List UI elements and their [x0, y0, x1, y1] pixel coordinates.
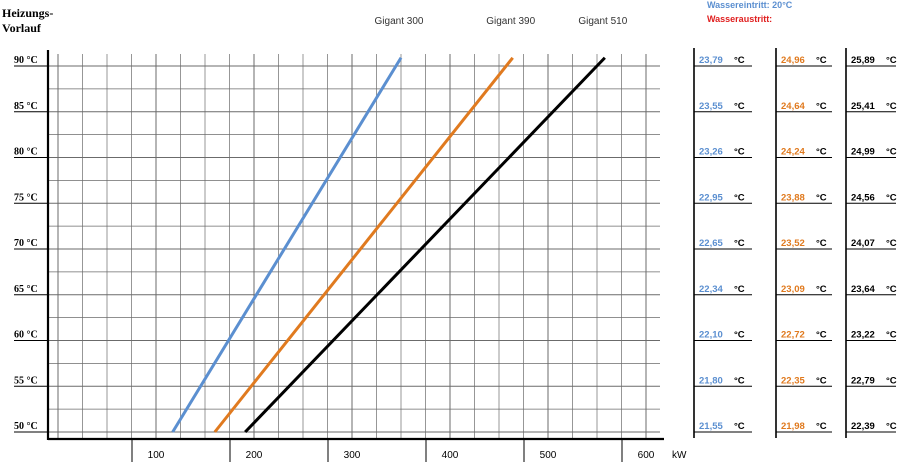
- table-value: 23,55: [699, 101, 723, 112]
- x-tick-label: 200: [246, 450, 263, 461]
- series-label: Gigant 510: [578, 16, 627, 27]
- table-value: 24,24: [781, 147, 805, 158]
- table-unit: °C: [886, 330, 897, 341]
- table-value: 23,64: [851, 284, 875, 295]
- table-unit: °C: [734, 147, 745, 158]
- x-tick-label: 400: [442, 450, 459, 461]
- series-label: Gigant 300: [375, 16, 424, 27]
- table-unit: °C: [734, 55, 745, 66]
- table-unit: °C: [886, 192, 897, 203]
- table-unit: °C: [816, 330, 827, 341]
- table-unit: °C: [734, 421, 745, 432]
- table-unit: °C: [734, 330, 745, 341]
- table-value: 22,65: [699, 238, 723, 249]
- table-unit: °C: [886, 284, 897, 295]
- y-tick-label: 80 °C: [14, 147, 38, 158]
- table-value: 23,26: [699, 147, 723, 158]
- y-tick-label: 60 °C: [14, 330, 38, 341]
- y-tick-label: 75 °C: [14, 192, 38, 203]
- table-value: 22,95: [699, 192, 723, 203]
- table-unit: °C: [816, 147, 827, 158]
- y-tick-label: 85 °C: [14, 101, 38, 112]
- table-unit: °C: [734, 375, 745, 386]
- x-tick-label: 300: [344, 450, 361, 461]
- table-unit: °C: [886, 147, 897, 158]
- table-unit: °C: [734, 192, 745, 203]
- grid: [48, 54, 660, 438]
- series-lines: [171, 56, 606, 434]
- axes: [14, 50, 664, 462]
- temperature-table: 23,79 °C 23,55 °C 23,26 °C 22,95 °C 22,65 °C 22,34…: [693, 48, 897, 438]
- table-value: 23,88: [781, 192, 805, 203]
- table-unit: °C: [816, 238, 827, 249]
- table-unit: °C: [886, 55, 897, 66]
- table-unit: °C: [816, 55, 827, 66]
- table-value: 24,56: [851, 192, 875, 203]
- table-unit: °C: [886, 421, 897, 432]
- y-tick-label: 55 °C: [14, 375, 38, 386]
- table-value: 22,10: [699, 330, 723, 341]
- table-value: 25,41: [851, 101, 875, 112]
- x-tick-label: 600: [638, 450, 655, 461]
- table-value: 21,98: [781, 421, 805, 432]
- table-value: 23,79: [699, 55, 723, 66]
- y-axis-title: Heizungs- Vorlauf: [2, 6, 56, 35]
- series-labels: Gigant 300 Gigant 390 Gigant 510: [375, 16, 628, 27]
- table-value: 21,80: [699, 375, 723, 386]
- y-tick-label: 50 °C: [14, 421, 38, 432]
- x-axis-unit: kW: [672, 450, 687, 461]
- legend-water-exit: Wasseraustritt:: [707, 14, 772, 24]
- table-value: 23,22: [851, 330, 875, 341]
- table-unit: °C: [816, 421, 827, 432]
- series-label: Gigant 390: [486, 16, 535, 27]
- y-tick-label: 70 °C: [14, 238, 38, 249]
- table-unit: °C: [886, 238, 897, 249]
- table-unit: °C: [816, 192, 827, 203]
- legend-water-entry: Wassereintritt: 20°C: [707, 0, 793, 10]
- x-tick-label: 500: [540, 450, 557, 461]
- table-value: 21,55: [699, 421, 723, 432]
- table-unit: °C: [734, 238, 745, 249]
- table-value: 24,99: [851, 147, 875, 158]
- table-value: 24,96: [781, 55, 805, 66]
- table-value: 22,39: [851, 421, 875, 432]
- y-tick-labels: 90 °C 85 °C 80 °C 75 °C 70 °C 65 °C 60 °C 55 °C…: [14, 55, 38, 432]
- table-unit: °C: [816, 101, 827, 112]
- table-value: 22,35: [781, 375, 805, 386]
- series-line: [244, 56, 606, 434]
- table-value: 23,52: [781, 238, 805, 249]
- table-unit: °C: [816, 284, 827, 295]
- table-value: 22,34: [699, 284, 723, 295]
- table-unit: °C: [734, 101, 745, 112]
- table-value: 24,64: [781, 101, 805, 112]
- table-unit: °C: [734, 284, 745, 295]
- table-value: 23,09: [781, 284, 805, 295]
- table-value: 22,72: [781, 330, 805, 341]
- series-line: [213, 56, 514, 433]
- series-line: [171, 56, 403, 433]
- x-tick-labels: 100 200 300 400 500 600: [148, 450, 655, 461]
- table-value: 22,79: [851, 375, 875, 386]
- table-unit: °C: [886, 101, 897, 112]
- y-tick-label: 65 °C: [14, 284, 38, 295]
- table-unit: °C: [816, 375, 827, 386]
- table-value: 25,89: [851, 55, 875, 66]
- x-tick-label: 100: [148, 450, 165, 461]
- table-value: 24,07: [851, 238, 875, 249]
- y-tick-label: 90 °C: [14, 55, 38, 66]
- table-unit: °C: [886, 375, 897, 386]
